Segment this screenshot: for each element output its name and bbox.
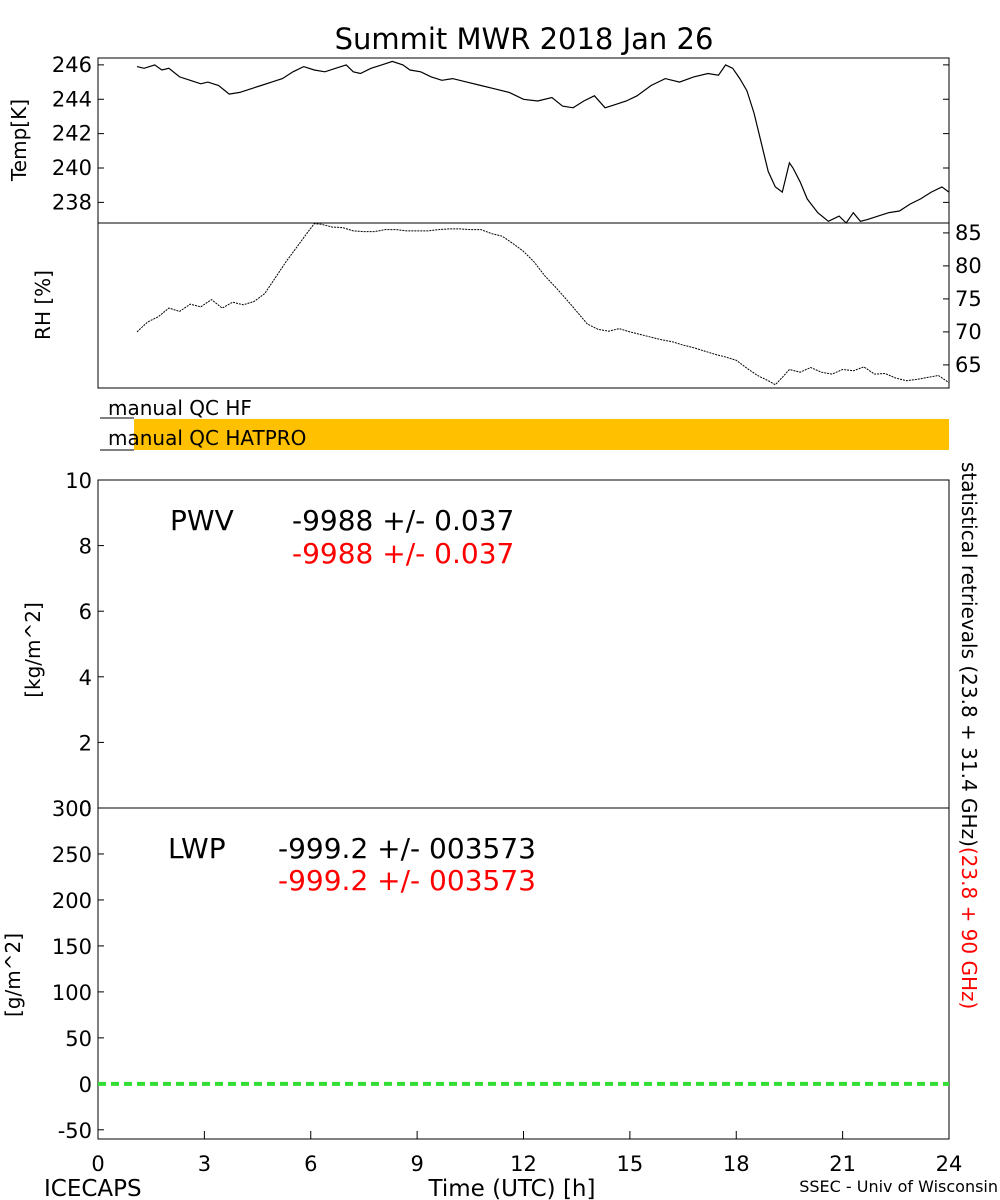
xtick-label: 21 [829, 1152, 856, 1176]
temp-ytick-label: 246 [52, 53, 92, 77]
pwv-label: PWV [170, 504, 234, 537]
lwp-ytick-label: 100 [52, 981, 92, 1005]
xtick-label: 12 [510, 1152, 537, 1176]
xtick-label: 3 [198, 1152, 211, 1176]
temp-frame [97, 57, 950, 224]
rh-ytick-label: 85 [955, 221, 982, 245]
qc-flags: manual QC HF manual QC HATPRO [100, 396, 949, 451]
temp-series-line [136, 60, 950, 224]
pwv-ylabel: [kg/m^2] [21, 602, 45, 698]
temp-panel: Temp[K] 238 240 242 244 246 [7, 53, 950, 224]
pwv-ytick-label: 2 [79, 731, 92, 755]
rh-ytick-label: 75 [955, 287, 982, 311]
temp-ytick-label: 242 [52, 122, 92, 146]
qc-hf-label: manual QC HF [108, 396, 252, 420]
footer-left: ICECAPS [44, 1176, 142, 1200]
lwp-ytick-label: 0 [79, 1073, 92, 1097]
lwp-ytick-label: 200 [52, 889, 92, 913]
pwv-ytick-label: 10 [65, 469, 92, 493]
xtick-label: 6 [304, 1152, 317, 1176]
side-retrieval-label: statistical retrievals (23.8 + 31.4 GHz)… [957, 462, 981, 1009]
pwv-ytick-label: 6 [79, 600, 92, 624]
pwv-tick-group: 0 2 4 6 8 10 [65, 469, 104, 821]
pwv-panel: [kg/m^2] 0 2 4 6 8 10 PWV -9988 +/- 0.037 -99… [21, 469, 950, 821]
lwp-ytick-label: -50 [58, 1119, 92, 1143]
xtick-label: 9 [410, 1152, 423, 1176]
side-label-red: (23.8 + 90 GHz) [957, 847, 981, 1009]
temp-tick-group: 238 240 242 244 246 [52, 53, 949, 214]
xtick-label: 15 [617, 1152, 644, 1176]
chart-title: Summit MWR 2018 Jan 26 [335, 22, 714, 56]
lwp-value-black: -999.2 +/- 003573 [278, 832, 536, 865]
side-label-black: statistical retrievals (23.8 + 31.4 GHz) [957, 462, 981, 847]
temp-ytick-label: 238 [52, 190, 92, 214]
xtick-label: 24 [936, 1152, 963, 1176]
qc-hatpro-label: manual QC HATPRO [108, 426, 306, 450]
temp-ytick-label: 240 [52, 156, 92, 180]
lwp-ytick-label: 150 [52, 935, 92, 959]
pwv-ytick-label: 4 [79, 666, 92, 690]
lwp-value-red: -999.2 +/- 003573 [278, 864, 536, 897]
rh-panel: RH [%] 65 70 75 80 85 [31, 221, 982, 389]
temp-ylabel: Temp[K] [7, 99, 31, 182]
pwv-ytick-label: 8 [79, 535, 92, 559]
rh-frame [97, 222, 950, 389]
qc-hatpro-bar [134, 419, 949, 450]
pwv-value-black: -9988 +/- 0.037 [292, 504, 514, 537]
pwv-value-red: -9988 +/- 0.037 [292, 537, 514, 570]
xtick-label: 18 [723, 1152, 750, 1176]
lwp-ylabel: [g/m^2] [1, 933, 25, 1017]
pwv-ytick-label: 0 [79, 797, 92, 821]
x-axis: 0 3 6 9 12 15 18 21 24 [91, 1131, 962, 1176]
xtick-label: 0 [91, 1152, 104, 1176]
rh-ylabel: RH [%] [31, 270, 55, 340]
rh-series-line [136, 223, 950, 386]
lwp-ytick-label: 250 [52, 843, 92, 867]
rh-ytick-label: 65 [955, 353, 982, 377]
lwp-tick-group: -50 0 50 100 150 200 250 300 [52, 797, 104, 1143]
rh-ytick-label: 80 [955, 254, 982, 278]
footer-right: SSEC - Univ of Wisconsin [799, 1177, 998, 1196]
lwp-panel: [g/m^2] -50 0 50 100 150 200 250 300 LWP -999.2… [1, 797, 950, 1143]
x-axis-label: Time (UTC) [h] [428, 1176, 596, 1200]
lwp-label: LWP [168, 832, 226, 865]
rh-tick-group: 65 70 75 80 85 [943, 221, 982, 377]
temp-ytick-label: 244 [52, 87, 92, 111]
rh-ytick-label: 70 [955, 320, 982, 344]
lwp-ytick-label: 50 [65, 1027, 92, 1051]
lwp-ytick-label: 300 [52, 797, 92, 821]
